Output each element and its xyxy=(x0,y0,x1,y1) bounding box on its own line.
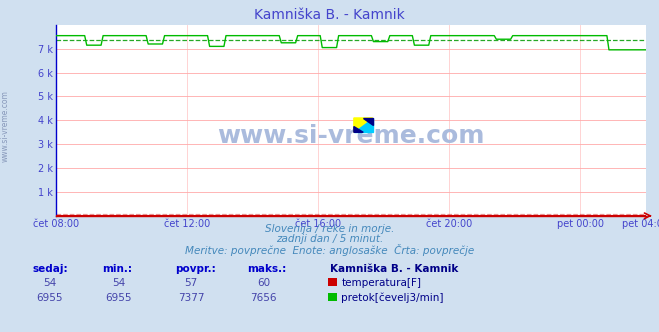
Text: www.si-vreme.com: www.si-vreme.com xyxy=(1,90,10,162)
Text: 54: 54 xyxy=(43,278,56,288)
Text: sedaj:: sedaj: xyxy=(33,264,69,274)
Text: Kamniška B. - Kamnik: Kamniška B. - Kamnik xyxy=(330,264,458,274)
Text: 7377: 7377 xyxy=(178,293,204,303)
Text: 54: 54 xyxy=(112,278,125,288)
Text: Slovenija / reke in morje.: Slovenija / reke in morje. xyxy=(265,224,394,234)
Text: povpr.:: povpr.: xyxy=(175,264,215,274)
Text: Kamniška B. - Kamnik: Kamniška B. - Kamnik xyxy=(254,8,405,22)
Text: 60: 60 xyxy=(257,278,270,288)
Text: zadnji dan / 5 minut.: zadnji dan / 5 minut. xyxy=(276,234,383,244)
Text: min.:: min.: xyxy=(102,264,132,274)
Text: maks.:: maks.: xyxy=(247,264,287,274)
Text: 6955: 6955 xyxy=(105,293,132,303)
Text: 7656: 7656 xyxy=(250,293,277,303)
Polygon shape xyxy=(363,118,372,125)
Polygon shape xyxy=(354,126,363,132)
Text: temperatura[F]: temperatura[F] xyxy=(341,278,421,288)
Text: pretok[čevelj3/min]: pretok[čevelj3/min] xyxy=(341,293,444,303)
Text: 57: 57 xyxy=(185,278,198,288)
Polygon shape xyxy=(354,118,372,132)
Text: www.si-vreme.com: www.si-vreme.com xyxy=(217,124,484,148)
Polygon shape xyxy=(354,118,372,132)
Text: Meritve: povprečne  Enote: anglosaške  Črta: povprečje: Meritve: povprečne Enote: anglosaške Črt… xyxy=(185,244,474,256)
Text: 6955: 6955 xyxy=(36,293,63,303)
